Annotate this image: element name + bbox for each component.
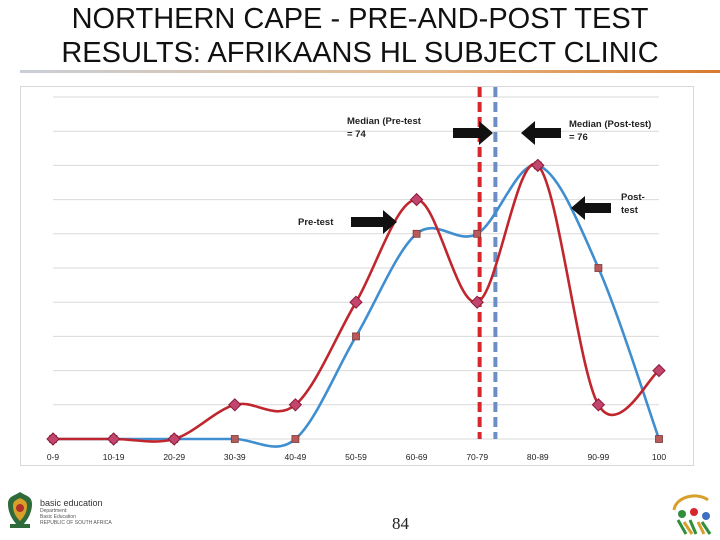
x-tick-label: 20-29 — [163, 452, 185, 462]
post-test-point — [352, 332, 360, 341]
post-test-label-line2: test — [621, 205, 639, 216]
post-test-point — [230, 435, 239, 443]
pre-test-point — [652, 363, 666, 378]
x-tick-label: 40-49 — [285, 452, 307, 462]
median-post-label-line1: Median (Post-test) — [569, 119, 651, 130]
median-lines — [477, 87, 498, 439]
x-tick-label: 30-39 — [224, 452, 246, 462]
brand-line-3: REPUBLIC OF SOUTH AFRICA — [40, 520, 112, 526]
median-pre-label-line1: Median (Pre-test — [347, 116, 422, 127]
series-line-pre — [52, 162, 660, 443]
pre-test-point — [591, 398, 606, 412]
pre-test-label: Pre-test — [298, 217, 334, 228]
arrow-left-icon — [571, 196, 611, 220]
grid-lines — [53, 96, 659, 440]
series-markers — [46, 158, 666, 446]
dbe-logo: basic education Department: Basic Educat… — [2, 488, 132, 538]
post-test-point — [412, 229, 421, 238]
post-test-point — [655, 435, 663, 443]
post-test-label-line1: Post- — [621, 192, 645, 203]
brand-name: basic education — [40, 498, 103, 508]
x-tick-label: 90-99 — [588, 452, 610, 462]
median-post-label-line2: = 76 — [569, 132, 588, 143]
x-tick-label: 80-89 — [527, 452, 549, 462]
title-line-1: NORTHERN CAPE - PRE-AND-POST TEST — [71, 3, 649, 35]
pre-test-point — [288, 398, 303, 412]
median-pre-label-line2: = 74 — [347, 129, 366, 140]
chart-container: 012345678910 0-910-1920-2930-3940-4950-5… — [20, 86, 694, 466]
x-tick-label: 0-9 — [47, 452, 60, 462]
line-chart: 012345678910 0-910-1920-2930-3940-4950-5… — [46, 87, 667, 462]
brand-line-2: Basic Education — [40, 514, 76, 520]
pre-test-point — [46, 432, 60, 446]
pre-test-point — [349, 295, 363, 309]
annotations: Median (Pre-test = 74 Median (Post-test)… — [298, 116, 651, 234]
post-test-point — [473, 229, 482, 238]
pre-test-point — [409, 192, 424, 207]
title-underline — [20, 70, 720, 73]
pre-test-point — [106, 432, 121, 446]
arrow-right-icon — [351, 210, 397, 234]
x-tick-label: 10-19 — [103, 452, 125, 462]
page-number: 84 — [392, 514, 409, 533]
slide-title: NORTHERN CAPE - PRE-AND-POST TEST RESULT… — [0, 2, 720, 70]
x-tick-label: 70-79 — [466, 452, 488, 462]
pre-test-point — [470, 295, 484, 309]
x-tick-label: 50-59 — [345, 452, 367, 462]
post-test-point — [594, 264, 603, 272]
pre-test-point — [531, 158, 545, 173]
title-line-2: RESULTS: AFRIKAANS HL SUBJECT CLINIC — [61, 37, 659, 69]
arrow-right-icon — [453, 121, 493, 145]
pre-test-point — [228, 398, 242, 412]
x-tick-label: 100 — [652, 452, 666, 462]
post-test-point — [291, 435, 300, 443]
pre-test-point — [167, 432, 181, 446]
brand-line-1: Department: — [40, 508, 68, 514]
anniversary-logo-icon — [672, 494, 712, 535]
arrow-left-icon — [521, 121, 561, 145]
coat-of-arms-icon — [8, 492, 32, 528]
x-axis-ticks: 0-9 10-19 20-29 30-39 40-49 50-59 60-69 70-79 80… — [47, 452, 667, 462]
x-tick-label: 60-69 — [406, 452, 428, 462]
